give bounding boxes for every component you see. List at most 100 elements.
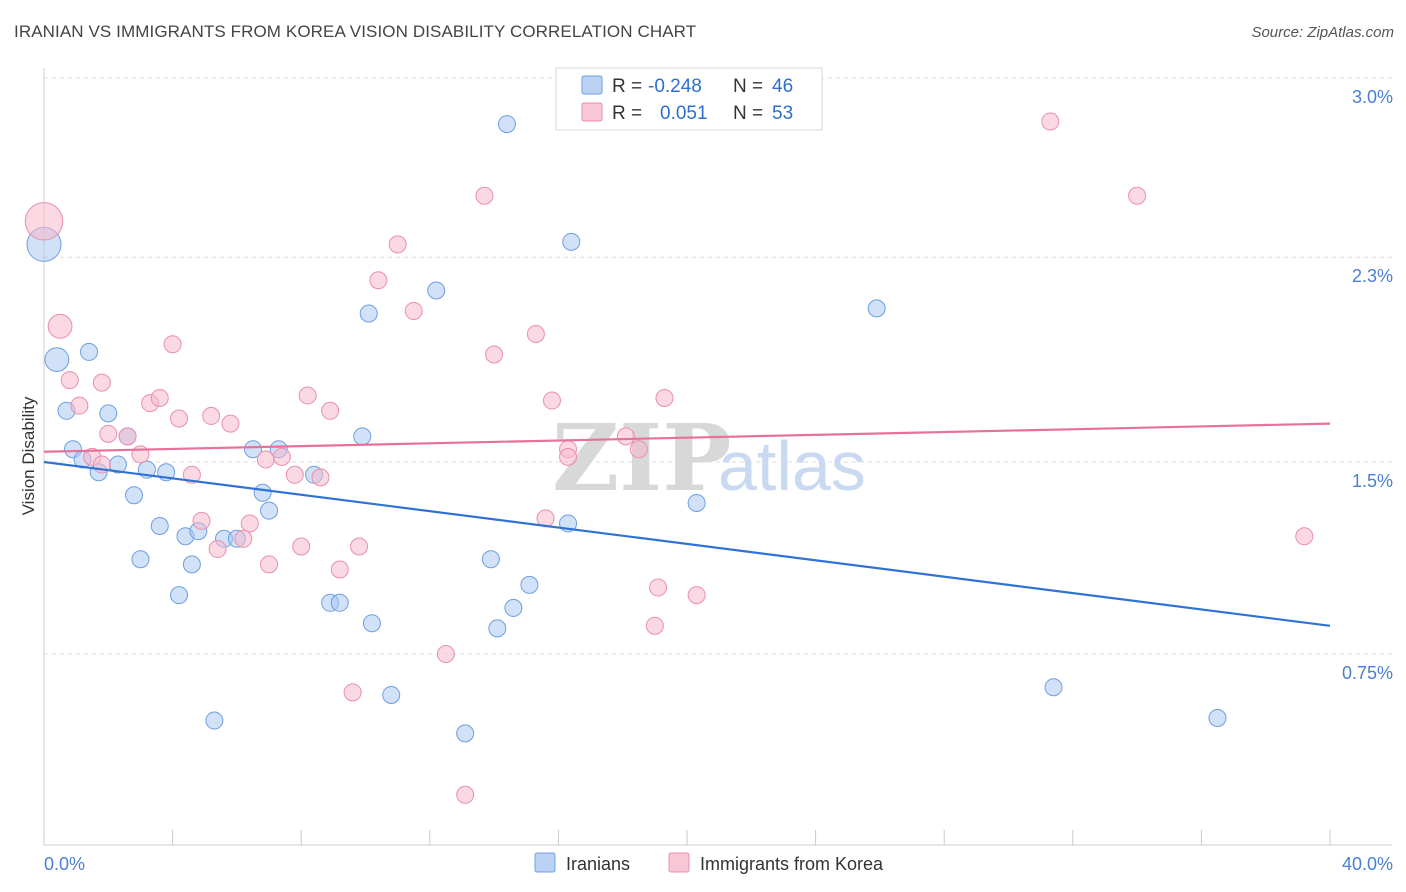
x-tick-label: 0.0% xyxy=(44,854,85,874)
data-point xyxy=(24,202,64,241)
data-point xyxy=(456,785,475,804)
series-legend: Iranians Immigrants from Korea xyxy=(534,852,884,874)
data-point xyxy=(369,271,388,290)
chart-title: IRANIAN VS IMMIGRANTS FROM KOREA VISION … xyxy=(14,22,697,41)
data-point xyxy=(497,115,516,134)
legend-n-label-korea: N = xyxy=(733,103,763,124)
data-point xyxy=(559,447,578,466)
data-point xyxy=(256,450,275,469)
data-point xyxy=(1041,112,1060,131)
legend-r-label-korea: R = xyxy=(612,103,642,124)
data-point xyxy=(163,335,182,354)
legend-swatch-iranians xyxy=(581,75,603,95)
legend-r-label-iranians: R = xyxy=(612,76,642,97)
bottom-legend-swatch-korea xyxy=(668,852,690,873)
data-point xyxy=(629,440,648,459)
data-point xyxy=(382,685,401,704)
data-point xyxy=(311,468,330,487)
data-point xyxy=(131,550,150,569)
data-point xyxy=(330,593,349,612)
data-point xyxy=(192,511,211,530)
data-point xyxy=(285,465,304,484)
source-label: Source: ZipAtlas.com xyxy=(1251,24,1394,41)
y-tick-label: 3.0% xyxy=(1352,87,1393,107)
data-point xyxy=(655,389,674,407)
watermark-zip: ZIP xyxy=(552,404,731,512)
data-point xyxy=(118,427,137,446)
data-point xyxy=(562,232,581,251)
watermark-atlas: atlas xyxy=(718,427,866,505)
legend-n-value-iranians: 46 xyxy=(772,76,793,97)
data-point xyxy=(150,517,169,535)
legend-r-value-korea: 0.051 xyxy=(660,103,708,124)
y-tick-label: 1.5% xyxy=(1352,471,1393,491)
data-point xyxy=(481,550,500,569)
data-point xyxy=(526,325,545,343)
data-point xyxy=(221,414,240,433)
legend-n-label-iranians: N = xyxy=(733,76,763,97)
data-point xyxy=(92,373,111,392)
axes xyxy=(43,68,1392,846)
data-point xyxy=(388,235,407,254)
data-point xyxy=(272,447,291,466)
data-point xyxy=(649,578,668,597)
data-point xyxy=(80,342,99,361)
data-point xyxy=(170,409,189,428)
data-point xyxy=(353,427,372,446)
data-point xyxy=(350,537,369,556)
data-point xyxy=(150,389,169,407)
data-point xyxy=(208,540,227,559)
data-point xyxy=(359,304,378,323)
data-point xyxy=(504,598,523,617)
legend-n-value-korea: 53 xyxy=(772,103,793,124)
data-point xyxy=(867,299,886,318)
grid-lines xyxy=(44,77,1392,655)
data-point xyxy=(475,186,494,205)
watermark: ZIP atlas xyxy=(552,404,866,512)
data-point xyxy=(234,529,253,548)
data-point xyxy=(240,514,259,533)
data-point xyxy=(488,619,507,638)
data-point xyxy=(44,347,70,373)
data-point xyxy=(542,391,561,410)
data-point xyxy=(436,645,455,663)
data-point xyxy=(182,465,201,484)
data-point xyxy=(1208,709,1227,727)
trend-lines xyxy=(43,422,1331,627)
data-point xyxy=(260,555,279,574)
bottom-legend-swatch-iranians xyxy=(534,852,556,873)
y-tick-labels: 0.75% 1.5% 2.3% 3.0% xyxy=(1342,87,1393,683)
data-point xyxy=(243,440,262,459)
legend-swatch-korea xyxy=(581,102,603,122)
data-point xyxy=(362,614,381,633)
y-axis-label: Vision Disability xyxy=(19,396,38,515)
y-tick-label: 0.75% xyxy=(1342,663,1393,683)
data-point xyxy=(343,683,362,702)
data-point xyxy=(60,371,79,390)
data-point xyxy=(687,493,706,512)
data-point xyxy=(687,586,706,605)
bottom-legend-label-korea: Immigrants from Korea xyxy=(700,854,884,874)
trend-line-0 xyxy=(43,460,1331,627)
data-point xyxy=(125,486,144,505)
trend-line-1 xyxy=(43,422,1331,453)
data-point xyxy=(205,711,224,730)
data-point xyxy=(330,560,349,579)
bottom-legend-label-iranians: Iranians xyxy=(566,854,630,874)
data-point xyxy=(404,301,423,320)
data-point xyxy=(202,406,221,425)
stats-legend: R = -0.248 N = 46 R = 0.051 N = 53 xyxy=(555,67,823,131)
data-point xyxy=(99,404,118,423)
data-point xyxy=(645,616,664,635)
legend-r-value-iranians: -0.248 xyxy=(648,76,702,97)
data-point xyxy=(70,396,89,415)
data-point xyxy=(182,555,201,574)
x-tick-labels: 0.0% 40.0% xyxy=(44,854,1393,874)
data-point xyxy=(1044,678,1063,697)
data-point xyxy=(456,724,475,743)
data-point xyxy=(131,445,150,464)
data-point xyxy=(520,575,539,594)
data-point xyxy=(99,424,118,443)
data-point xyxy=(292,537,311,556)
